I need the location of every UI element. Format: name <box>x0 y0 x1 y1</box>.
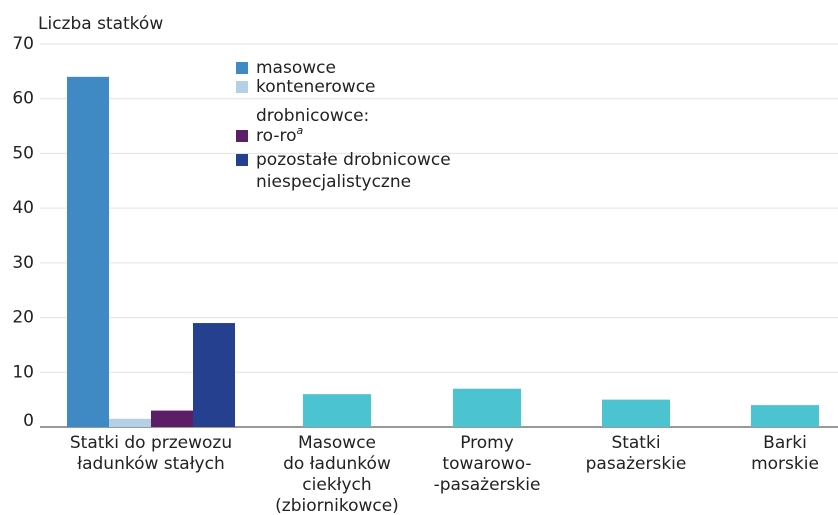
bar <box>602 399 670 427</box>
bar <box>751 405 819 427</box>
bar <box>67 76 109 427</box>
x-tick-label: do ładunków <box>283 454 391 474</box>
y-tick-label: 20 <box>12 308 34 328</box>
y-tick-label: 40 <box>12 198 34 218</box>
legend-swatch <box>236 62 248 74</box>
y-tick-label: 0 <box>23 411 34 431</box>
x-tick-label: Statki <box>611 433 660 453</box>
y-tick-label: 30 <box>12 253 34 273</box>
x-tick-label: (zbiornikowce) <box>275 496 399 515</box>
x-tick-label: pasażerskie <box>586 454 687 474</box>
bar <box>151 410 193 427</box>
bar <box>109 418 151 427</box>
legend-subheading: drobnicowce: <box>256 106 369 126</box>
legend-label-line: pozostałe drobnicowce <box>256 150 451 170</box>
x-tick-label: towarowo- <box>442 454 531 474</box>
x-tick-label: ładunków stałych <box>77 454 225 474</box>
x-tick-label: Masowce <box>298 433 376 453</box>
x-tick-label: Statki do przewozu <box>70 433 232 453</box>
legend-swatch <box>236 154 248 166</box>
x-tick-label: Barki <box>763 433 807 453</box>
legend-label: ro-roa <box>256 124 303 146</box>
legend-label: kontenerowce <box>256 77 376 97</box>
y-tick-label: 50 <box>12 143 34 163</box>
x-tick-label: morskie <box>751 454 819 474</box>
x-tick-label: Promy <box>460 433 514 453</box>
legend-label: masowce <box>256 58 336 78</box>
legend-label-line: niespecjalistyczne <box>256 172 411 192</box>
bar <box>193 323 235 427</box>
y-tick-label: 60 <box>12 89 34 109</box>
legend-note: a <box>296 124 303 137</box>
x-tick-label: ciekłych <box>302 475 371 495</box>
legend-swatch <box>236 130 248 142</box>
legend-label: pozostałe drobnicowce niespecjalistyczne <box>256 150 451 192</box>
x-tick-label: -pasażerskie <box>434 475 541 495</box>
y-tick-label: 70 <box>12 34 34 54</box>
y-axis-title: Liczba statków <box>38 14 163 34</box>
y-tick-label: 10 <box>12 362 34 382</box>
bar <box>303 394 371 427</box>
legend-swatch <box>236 81 248 93</box>
bar <box>453 388 521 427</box>
